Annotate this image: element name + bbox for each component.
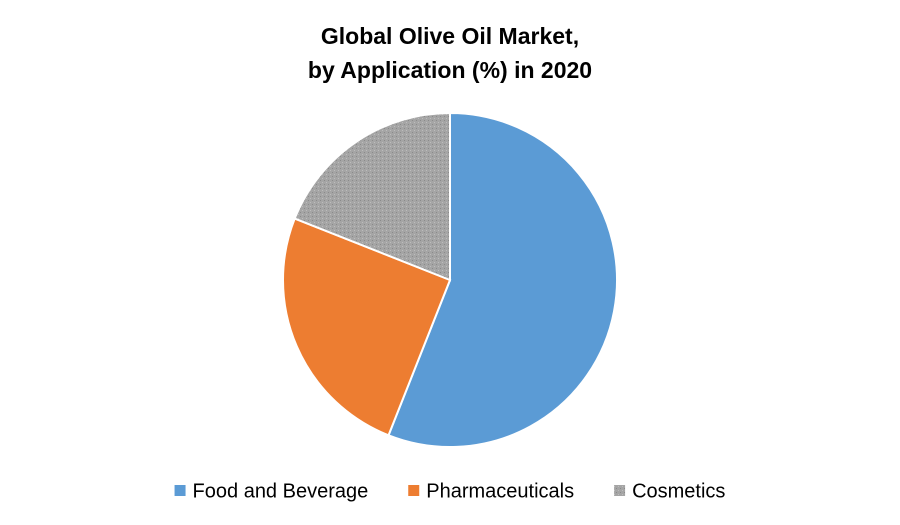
legend-label: Cosmetics [632, 480, 725, 502]
pie-slice [387, 111, 618, 448]
legend-label: Pharmaceuticals [426, 480, 574, 502]
legend-swatch [174, 485, 186, 496]
legend-swatch [408, 485, 420, 496]
chart-title: Global Olive Oil Market, [321, 23, 579, 49]
chart-title: by Application (%) in 2020 [308, 57, 592, 83]
legend-swatch [614, 485, 626, 496]
legend-label: Food and Beverage [193, 480, 369, 502]
pie-slice [282, 217, 452, 437]
pie-slice [293, 111, 451, 282]
